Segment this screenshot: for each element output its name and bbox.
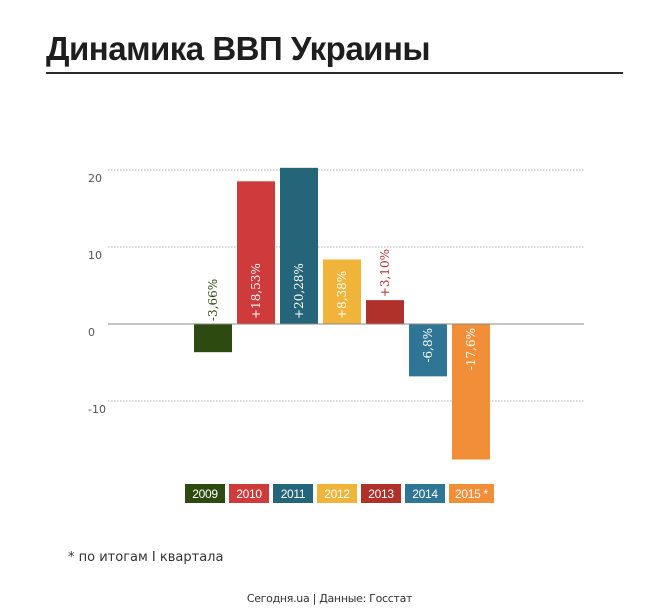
- bar-chart: 20 10 0 -10 -3,66% +18,53% +20,28% +8,38% +3,10%…: [88, 167, 584, 460]
- chart-legend: 2009 2010 2011 2012 2013 2014 2015 *: [185, 484, 494, 503]
- legend-item-2009: 2009: [185, 484, 225, 503]
- data-label: -6,8%: [421, 328, 435, 363]
- y-tick-label: 20: [88, 172, 102, 185]
- legend-item-2011: 2011: [273, 484, 313, 503]
- data-label: +18,53%: [249, 263, 263, 319]
- bar-2013: [366, 300, 404, 324]
- y-tick-label: -10: [88, 403, 106, 416]
- bar-2009: [194, 324, 232, 353]
- bar-2011: [280, 167, 318, 324]
- legend-item-2012: 2012: [317, 484, 357, 503]
- chart-title: Динамика ВВП Украины: [46, 30, 431, 67]
- data-label: +8,38%: [335, 271, 349, 319]
- legend-item-2010: 2010: [229, 484, 269, 503]
- data-label: -17,6%: [464, 328, 478, 370]
- legend-item-2014: 2014: [405, 484, 445, 503]
- y-tick-label: 0: [88, 326, 95, 339]
- data-label: +20,28%: [292, 263, 306, 319]
- bar-2012: [323, 259, 361, 324]
- legend-item-2015: 2015 *: [449, 484, 494, 503]
- footnote: * по итогам I квартала: [68, 550, 224, 565]
- bar-2014: [409, 324, 447, 377]
- legend-item-2013: 2013: [361, 484, 401, 503]
- title-underline: [46, 72, 623, 74]
- source-credit: Сегодня.ua | Данные: Госстат: [246, 592, 413, 605]
- data-label: +3,10%: [378, 249, 392, 297]
- y-tick-label: 10: [88, 249, 102, 262]
- data-label: -3,66%: [206, 279, 220, 321]
- bar-2015: [452, 324, 490, 460]
- bar-2010: [237, 181, 275, 324]
